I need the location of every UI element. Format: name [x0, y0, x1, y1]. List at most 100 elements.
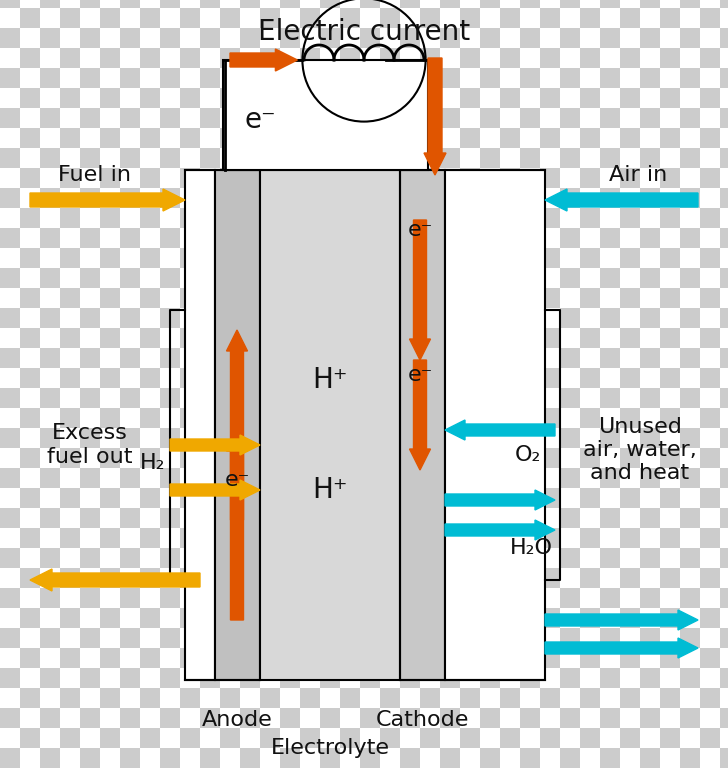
Bar	[60, 48, 80, 68]
Bar	[260, 748, 280, 768]
Bar	[680, 288, 700, 308]
Bar	[480, 428, 500, 448]
Bar	[20, 348, 40, 368]
Bar	[420, 248, 440, 268]
Bar	[480, 448, 500, 468]
Bar	[100, 428, 120, 448]
Bar	[445, 170, 545, 680]
Bar	[40, 348, 60, 368]
Bar	[160, 668, 180, 688]
Bar	[260, 48, 280, 68]
Bar	[120, 628, 140, 648]
Bar	[680, 88, 700, 108]
Bar	[200, 48, 220, 68]
Bar	[320, 208, 340, 228]
Bar	[400, 8, 420, 28]
Bar	[280, 328, 300, 348]
Bar	[680, 148, 700, 168]
Bar	[340, 228, 360, 248]
Bar	[160, 448, 180, 468]
Bar	[460, 508, 480, 528]
FancyArrow shape	[409, 220, 430, 360]
Bar	[120, 388, 140, 408]
Bar	[160, 468, 180, 488]
Bar	[120, 568, 140, 588]
Bar	[520, 48, 540, 68]
Bar	[180, 168, 200, 188]
Bar	[720, 208, 728, 228]
Bar	[500, 748, 520, 768]
Bar	[640, 8, 660, 28]
Bar	[100, 328, 120, 348]
Bar	[460, 408, 480, 428]
Bar	[380, 528, 400, 548]
Bar	[260, 508, 280, 528]
Bar	[260, 268, 280, 288]
Bar	[280, 508, 300, 528]
Bar	[40, 668, 60, 688]
Bar	[620, 608, 640, 628]
Bar	[540, 628, 560, 648]
Bar	[640, 228, 660, 248]
Bar	[360, 128, 380, 148]
Bar	[300, 248, 320, 268]
Bar	[80, 488, 100, 508]
Bar	[720, 588, 728, 608]
Text: e⁻: e⁻	[224, 470, 250, 490]
Bar	[100, 248, 120, 268]
Bar	[580, 668, 600, 688]
Bar	[520, 408, 540, 428]
Bar	[200, 248, 220, 268]
Bar	[640, 408, 660, 428]
Bar	[223, 60, 428, 170]
Bar	[520, 188, 540, 208]
Bar	[500, 48, 520, 68]
Bar	[380, 288, 400, 308]
Bar	[240, 348, 260, 368]
Bar	[320, 508, 340, 528]
Bar	[180, 188, 200, 208]
Bar	[600, 688, 620, 708]
Bar	[0, 88, 20, 108]
Bar	[480, 148, 500, 168]
Bar	[560, 28, 580, 48]
Bar	[360, 588, 380, 608]
Bar	[700, 308, 720, 328]
Bar	[720, 328, 728, 348]
FancyArrow shape	[445, 490, 555, 510]
Bar	[300, 468, 320, 488]
Bar	[420, 388, 440, 408]
Bar	[80, 328, 100, 348]
Bar	[280, 648, 300, 668]
Bar	[580, 188, 600, 208]
Bar	[420, 268, 440, 288]
Bar	[300, 388, 320, 408]
Bar	[40, 688, 60, 708]
Bar	[220, 708, 240, 728]
Bar	[100, 468, 120, 488]
Bar	[400, 388, 420, 408]
Bar	[360, 668, 380, 688]
Bar	[660, 408, 680, 428]
Bar	[280, 408, 300, 428]
Bar	[380, 408, 400, 428]
Bar	[460, 248, 480, 268]
Bar	[360, 28, 380, 48]
Bar	[720, 528, 728, 548]
Bar	[580, 68, 600, 88]
Bar	[580, 748, 600, 768]
Bar	[160, 568, 180, 588]
Bar	[400, 28, 420, 48]
Bar	[580, 248, 600, 268]
Bar	[240, 148, 260, 168]
Bar	[20, 448, 40, 468]
Bar	[120, 528, 140, 548]
Bar	[60, 588, 80, 608]
Bar	[680, 708, 700, 728]
Bar	[480, 88, 500, 108]
Bar	[720, 308, 728, 328]
Bar	[320, 668, 340, 688]
Bar	[240, 88, 260, 108]
Bar	[440, 68, 460, 88]
Bar	[540, 228, 560, 248]
